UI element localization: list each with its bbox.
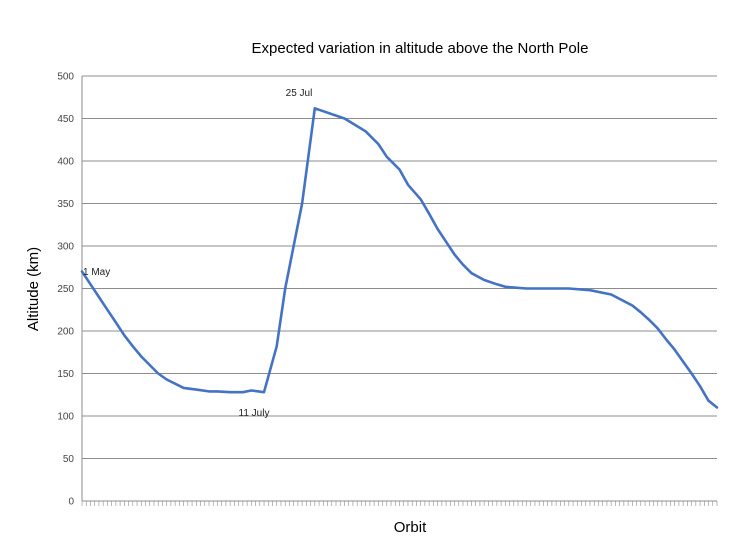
data-point bbox=[504, 285, 507, 288]
data-point bbox=[716, 406, 718, 409]
data-point bbox=[250, 389, 253, 392]
y-tick-label: 300 bbox=[57, 242, 74, 253]
data-point bbox=[707, 399, 710, 402]
data-point bbox=[81, 270, 83, 273]
data-point bbox=[263, 391, 265, 394]
annotation-label: 1 May bbox=[83, 267, 110, 278]
data-point bbox=[453, 253, 456, 256]
y-tick-label: 200 bbox=[57, 327, 74, 338]
x-axis-title: Orbit bbox=[394, 519, 427, 536]
data-point bbox=[174, 382, 177, 385]
data-point bbox=[131, 345, 134, 348]
data-point bbox=[656, 327, 659, 330]
y-tick-label: 500 bbox=[57, 72, 74, 83]
chart-title: Expected variation in altitude above the… bbox=[252, 40, 589, 57]
data-point bbox=[462, 263, 464, 266]
data-point bbox=[216, 390, 219, 393]
data-point bbox=[106, 308, 109, 311]
data-point bbox=[682, 360, 685, 363]
data-point bbox=[610, 293, 613, 296]
data-point bbox=[343, 117, 346, 120]
data-point bbox=[690, 372, 693, 375]
data-point bbox=[364, 130, 367, 133]
data-point bbox=[445, 240, 447, 243]
data-point bbox=[89, 283, 92, 286]
data-point bbox=[182, 387, 185, 389]
data-point bbox=[525, 287, 528, 290]
data-point bbox=[140, 355, 143, 358]
y-tick-label: 50 bbox=[63, 454, 75, 465]
series-layer bbox=[80, 107, 719, 409]
data-point bbox=[229, 391, 232, 394]
y-tick-label: 0 bbox=[68, 497, 74, 508]
data-point bbox=[699, 385, 701, 388]
data-point bbox=[639, 311, 642, 314]
data-point bbox=[495, 283, 498, 286]
data-point bbox=[631, 304, 634, 307]
y-tick-label: 400 bbox=[57, 157, 74, 168]
data-point bbox=[241, 391, 244, 394]
y-tick-label: 250 bbox=[57, 284, 74, 295]
y-tick-label: 450 bbox=[57, 114, 74, 125]
data-point bbox=[428, 212, 431, 215]
data-point bbox=[567, 287, 570, 290]
data-point bbox=[275, 345, 278, 348]
grid-lines bbox=[82, 75, 717, 459]
data-point bbox=[436, 228, 439, 230]
data-point bbox=[407, 183, 409, 186]
y-tick-labels: 0 50 100 150 200 250 300 350 400 450 500 bbox=[57, 72, 74, 508]
data-point bbox=[98, 296, 100, 298]
data-point bbox=[148, 364, 151, 366]
data-point bbox=[195, 388, 198, 391]
data-point bbox=[301, 202, 304, 205]
y-tick-label: 150 bbox=[57, 369, 74, 380]
y-tick-label: 100 bbox=[57, 412, 74, 423]
data-point bbox=[673, 348, 676, 351]
data-point bbox=[313, 107, 316, 110]
annotations: 1 May 11 July 25 Jul bbox=[83, 88, 312, 419]
x-axis bbox=[81, 76, 718, 506]
series-line bbox=[80, 107, 719, 409]
data-point bbox=[385, 155, 388, 158]
y-tick-label: 350 bbox=[57, 199, 74, 210]
data-point bbox=[377, 143, 380, 145]
data-point bbox=[419, 198, 422, 201]
data-point bbox=[165, 378, 168, 381]
data-point bbox=[398, 168, 401, 171]
data-point bbox=[589, 289, 591, 292]
y-axis-title: Altitude (km) bbox=[25, 247, 42, 331]
data-point bbox=[483, 279, 486, 281]
data-point bbox=[208, 390, 210, 393]
data-point bbox=[665, 338, 668, 341]
data-point bbox=[648, 319, 651, 321]
data-point bbox=[470, 272, 473, 275]
annotation-label: 11 July bbox=[239, 408, 270, 419]
data-point bbox=[123, 334, 126, 337]
annotation-label: 25 Jul bbox=[286, 88, 313, 99]
data-point bbox=[114, 321, 117, 324]
data-point bbox=[157, 372, 160, 375]
data-point bbox=[546, 287, 549, 290]
data-point bbox=[284, 287, 287, 290]
